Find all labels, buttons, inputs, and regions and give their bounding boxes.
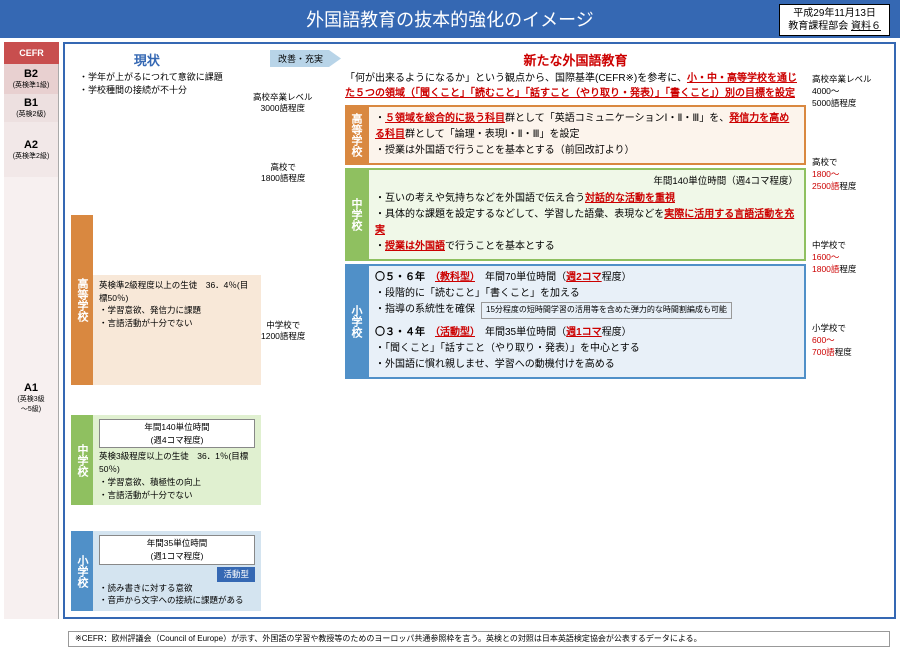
right-column: 新たな外国語教育 「何が出来るようになるか」という観点から、国際基準(CEFR※… xyxy=(345,50,888,611)
date-box: 平成29年11月13日 教育課程部会 資料６ xyxy=(779,4,890,36)
footer-note: ※CEFR：欧州評議会（Council of Europe）が示す、外国語の学習… xyxy=(68,631,890,647)
status-2: ・学校種間の接続が不十分 xyxy=(71,84,223,97)
side-hs2: 高校で 1800〜 2500語程度 xyxy=(812,156,888,192)
intro: 「何が出来るようになるか」という観点から、国際基準(CEFR※)を参考に、小・中… xyxy=(345,71,806,101)
annot-hs-top: 高校卒業レベル 3000語程度 xyxy=(253,92,313,114)
cefr-header: CEFR xyxy=(4,42,59,64)
cefr-a2: A2(英検準2級) xyxy=(4,122,59,177)
cefr-a1: A1(英検3級 〜5級) xyxy=(4,177,59,619)
left-hs: 高等学校 英検準2級程度以上の生徒 36．4％(目標50％) ・学習意欲、発信力… xyxy=(71,275,261,385)
page-title: 外国語教育の抜本的強化のイメージ xyxy=(306,6,594,32)
side-hs1: 高校卒業レベル 4000〜 5000語程度 xyxy=(812,73,888,109)
side-jhs: 中学校で 1600〜 1800語程度 xyxy=(812,239,888,275)
right-es: 小学校 〇５・６年 （教科型） 年間70単位時間（週2コマ程度） ・段階的に「読… xyxy=(345,264,806,378)
improve-arrow: 改善・充実 xyxy=(270,50,341,67)
annot-jhs: 中学校で 1200語程度 xyxy=(261,320,305,342)
right-jhs: 中学校 年間140単位時間（週4コマ程度） ・互いの考えや気持ちなどを外国語で伝… xyxy=(345,168,806,261)
status-1: ・学年が上がるにつれて意欲に課題 xyxy=(71,71,223,84)
cefr-b2: B2(英検準1級) xyxy=(4,64,59,94)
side-es: 小学校で 600〜 700語程度 xyxy=(812,322,888,358)
side-column: 高校卒業レベル 4000〜 5000語程度 高校で 1800〜 2500語程度 … xyxy=(810,50,888,382)
left-es: 小学校 年間35単位時間 (週1コマ程度) 活動型 ・読み書きに対する意欲 ・音… xyxy=(71,531,261,611)
left-jhs: 中学校 年間140単位時間 (週4コマ程度) 英検3級程度以上の生徒 36．1％… xyxy=(71,415,261,506)
right-header: 新たな外国語教育 xyxy=(345,50,806,69)
annot-hs-mid: 高校で 1800語程度 xyxy=(261,162,305,184)
right-hs: 高等学校 ・５領域を総合的に扱う科目群として「英語コミュニケーションⅠ・Ⅱ・Ⅲ」… xyxy=(345,105,806,165)
content-panel: 現状 ・学年が上がるにつれて意欲に課題 ・学校種間の接続が不十分 改善・充実 高… xyxy=(63,42,896,619)
left-header: 現状 xyxy=(71,50,223,69)
main: CEFR B2(英検準1級) B1(英検2級) A2(英検準2級) A1(英検3… xyxy=(0,38,900,623)
cefr-column: CEFR B2(英検準1級) B1(英検2級) A2(英検準2級) A1(英検3… xyxy=(4,42,59,619)
cefr-b1: B1(英検2級) xyxy=(4,94,59,122)
header-bar: 外国語教育の抜本的強化のイメージ 平成29年11月13日 教育課程部会 資料６ xyxy=(0,0,900,38)
left-column: 現状 ・学年が上がるにつれて意欲に課題 ・学校種間の接続が不十分 改善・充実 高… xyxy=(71,50,341,611)
